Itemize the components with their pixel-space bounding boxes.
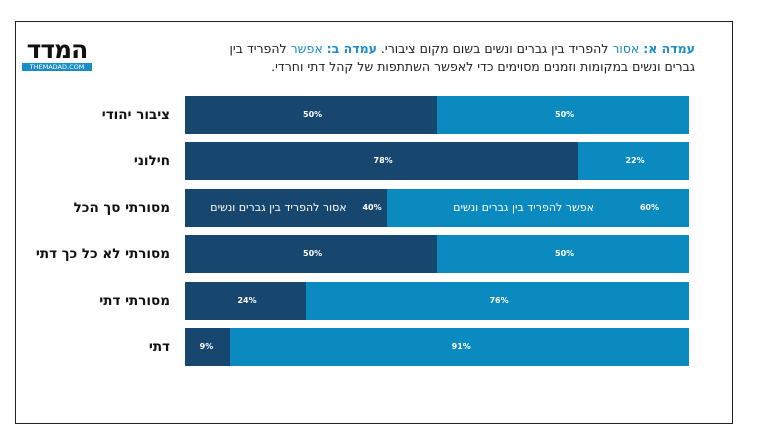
bar-segment: 24% — [185, 281, 306, 320]
category-label: חילוני — [133, 153, 170, 170]
bar-segment: 50% — [185, 235, 437, 274]
position-b-label: עמדה ב: — [326, 41, 377, 56]
bar-segment: 9% — [185, 328, 231, 366]
category-label: דתי — [148, 339, 170, 355]
position-a-label: עמדה א: — [643, 41, 695, 56]
position-a-text: להפריד בין גברים ונשים בשום מקום ציבורי. — [376, 41, 613, 56]
data-label: 50% — [555, 249, 575, 259]
logo-url: THEMADAD.COM — [22, 63, 92, 71]
data-label: 50% — [303, 110, 323, 119]
bar-segment: 76% — [305, 281, 689, 320]
bar-segment: 22% — [578, 142, 689, 181]
data-label: 9% — [199, 342, 214, 351]
category-label: ציבור יהודי — [101, 107, 170, 123]
bar-segment: 40% אסור להפריד בין גברים ונשים — [185, 188, 387, 227]
bar-segment: 50% — [185, 96, 437, 134]
data-label: 24% — [237, 295, 257, 305]
position-b-text: להפריד בין גברים ונשים במקומות וזמנים מס… — [229, 41, 695, 74]
logo: המדד THEMADAD.COM — [22, 35, 92, 71]
data-label: 91% — [451, 342, 471, 351]
category-label: מסורתי סך הכל — [73, 199, 170, 216]
category-label: מסורתי לא כל כך דתי — [35, 246, 170, 263]
legend-label: אסור להפריד בין גברים ונשים — [210, 200, 347, 214]
data-label: 60% — [639, 202, 659, 212]
bar-segment: 91% — [230, 328, 689, 366]
data-label: 40% — [362, 202, 382, 212]
bar-segment: 50% — [437, 235, 689, 274]
bar-segment: 78% — [185, 142, 579, 181]
data-label: 78% — [373, 156, 393, 166]
category-label: מסורתי דתי — [99, 292, 170, 309]
data-label: 50% — [303, 249, 323, 259]
logo-word: המדד — [26, 35, 89, 64]
data-label: 76% — [489, 295, 509, 305]
bar-segment: 60% אפשר להפריד בין גברים ונשים — [386, 188, 689, 227]
legend-label: אפשר להפריד בין גברים ונשים — [453, 200, 594, 214]
position-a-word: אסור — [612, 41, 640, 56]
data-label: 22% — [625, 156, 645, 166]
position-b-word: אפשר — [290, 41, 323, 56]
chart-title: עמדה א: אסור להפריד בין גברים ונשים בשום… — [200, 40, 695, 76]
data-label: 50% — [555, 110, 575, 119]
bar-segment: 50% — [437, 96, 689, 134]
